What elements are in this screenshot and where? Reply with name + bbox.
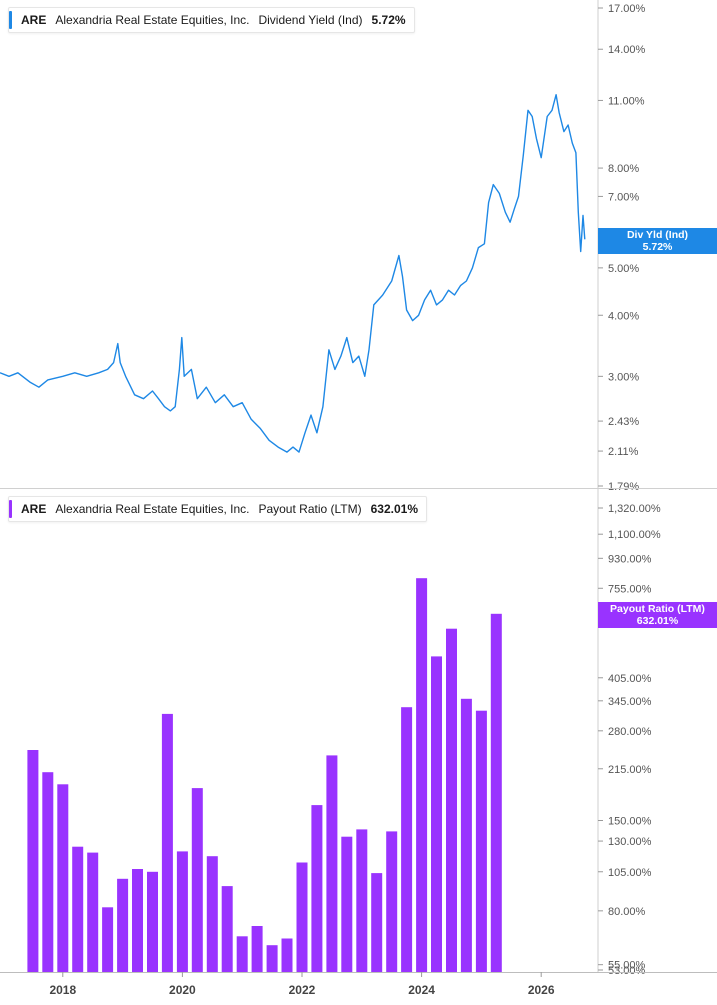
payout-bar — [57, 784, 69, 972]
payout-y-tick-label: 215.00% — [608, 764, 652, 776]
dividend-yield-panel: 17.00% 14.00% 11.00% 8.00% 7.00% 5.00% 4.00% 3.… — [0, 0, 717, 493]
payout-bar — [206, 856, 218, 972]
tag-label: Payout Ratio (LTM) — [610, 603, 705, 615]
payout-y-tick-label: 53.00% — [608, 965, 646, 977]
dividend-yield-line — [0, 93, 586, 453]
payout-bar — [341, 836, 353, 972]
payout-bar — [490, 613, 502, 972]
payout-bar — [416, 578, 428, 972]
payout-bar — [27, 750, 39, 972]
tag-value: 5.72% — [642, 241, 673, 253]
payout-bar — [251, 926, 263, 972]
payout-bar — [401, 707, 413, 972]
legend-ticker: ARE — [21, 502, 47, 516]
yield-y-tick-label: 8.00% — [608, 163, 639, 175]
payout-bar — [236, 936, 248, 972]
legend-company: Alexandria Real Estate Equities, Inc. — [55, 13, 250, 27]
yield-y-tick-label: 7.00% — [608, 191, 639, 203]
dividend-yield-legend: ARE Alexandria Real Estate Equities, Inc… — [8, 7, 415, 33]
payout-bar — [176, 851, 188, 972]
yield-y-tick-label: 2.43% — [608, 416, 639, 428]
yield-y-tick-label: 17.00% — [608, 3, 646, 15]
payout-bar — [296, 862, 308, 972]
payout-ratio-price-tag: Payout Ratio (LTM) 632.01% — [598, 602, 717, 628]
payout-bar — [281, 938, 293, 972]
payout-y-tick-label: 405.00% — [608, 673, 652, 685]
payout-y-tick-label: 105.00% — [608, 867, 652, 879]
payout-bar — [117, 878, 129, 972]
payout-y-tick-label: 150.00% — [608, 816, 652, 828]
payout-bar — [460, 698, 472, 972]
payout-bar — [386, 831, 398, 972]
legend-metric: Payout Ratio (LTM) — [258, 502, 362, 516]
x-tick-label: 2026 — [528, 983, 555, 997]
payout-bar — [446, 628, 457, 972]
x-tick-label: 2024 — [408, 983, 435, 997]
payout-bar — [266, 945, 278, 972]
yield-y-tick-label: 4.00% — [608, 310, 639, 322]
yield-y-tick-label: 2.11% — [608, 446, 639, 458]
yield-y-tick-label: 11.00% — [608, 95, 645, 107]
payout-y-tick-label: 930.00% — [608, 553, 652, 565]
legend-ticker: ARE — [21, 13, 47, 27]
yield-y-tick-label: 5.00% — [608, 263, 639, 275]
payout-series-swatch — [9, 500, 12, 518]
payout-ratio-legend: ARE Alexandria Real Estate Equities, Inc… — [8, 496, 427, 522]
x-axis: 2018 2020 2022 2024 2026 — [0, 972, 717, 997]
payout-bar — [311, 805, 323, 972]
payout-ratio-panel: 1,320.00%1,100.00%930.00%755.00%590.00%4… — [27, 489, 661, 977]
tag-value: 632.01% — [636, 615, 679, 627]
x-tick-label: 2020 — [169, 983, 196, 997]
payout-y-tick-label: 345.00% — [608, 696, 652, 708]
payout-y-tick-label: 755.00% — [608, 583, 652, 595]
tag-label: Div Yld (Ind) — [626, 229, 689, 241]
payout-y-tick-label: 1,320.00% — [608, 503, 661, 515]
legend-value: 5.72% — [371, 13, 406, 27]
payout-y-tick-label: 80.00% — [608, 906, 646, 918]
payout-bar — [221, 886, 233, 972]
payout-bar — [132, 869, 143, 972]
payout-y-tick-label: 55.00% — [608, 960, 646, 972]
payout-bar — [191, 788, 203, 972]
payout-y-tick-label: 1,100.00% — [608, 529, 661, 541]
legend-company: Alexandria Real Estate Equities, Inc. — [55, 502, 250, 516]
payout-bar — [87, 852, 99, 972]
payout-bar — [475, 710, 487, 972]
payout-y-tick-label: 130.00% — [608, 836, 652, 848]
payout-bar — [102, 907, 114, 972]
payout-bar — [161, 713, 173, 972]
payout-bar — [42, 772, 54, 972]
payout-bar — [326, 755, 338, 972]
yield-series-swatch — [9, 11, 12, 29]
yield-y-tick-label: 1.79% — [608, 481, 639, 493]
payout-bar — [431, 656, 442, 972]
payout-bar — [72, 846, 84, 972]
payout-bar — [147, 871, 158, 972]
payout-bar — [356, 829, 368, 972]
x-tick-label: 2018 — [49, 983, 76, 997]
legend-metric: Dividend Yield (Ind) — [258, 13, 363, 27]
payout-bar — [371, 873, 383, 972]
yield-y-tick-label: 3.00% — [608, 371, 639, 383]
x-tick-label: 2022 — [289, 983, 316, 997]
payout-y-tick-label: 280.00% — [608, 726, 652, 738]
legend-value: 632.01% — [370, 502, 418, 516]
yield-y-tick-label: 14.00% — [608, 44, 646, 56]
dividend-yield-price-tag: Div Yld (Ind) 5.72% — [598, 228, 717, 254]
